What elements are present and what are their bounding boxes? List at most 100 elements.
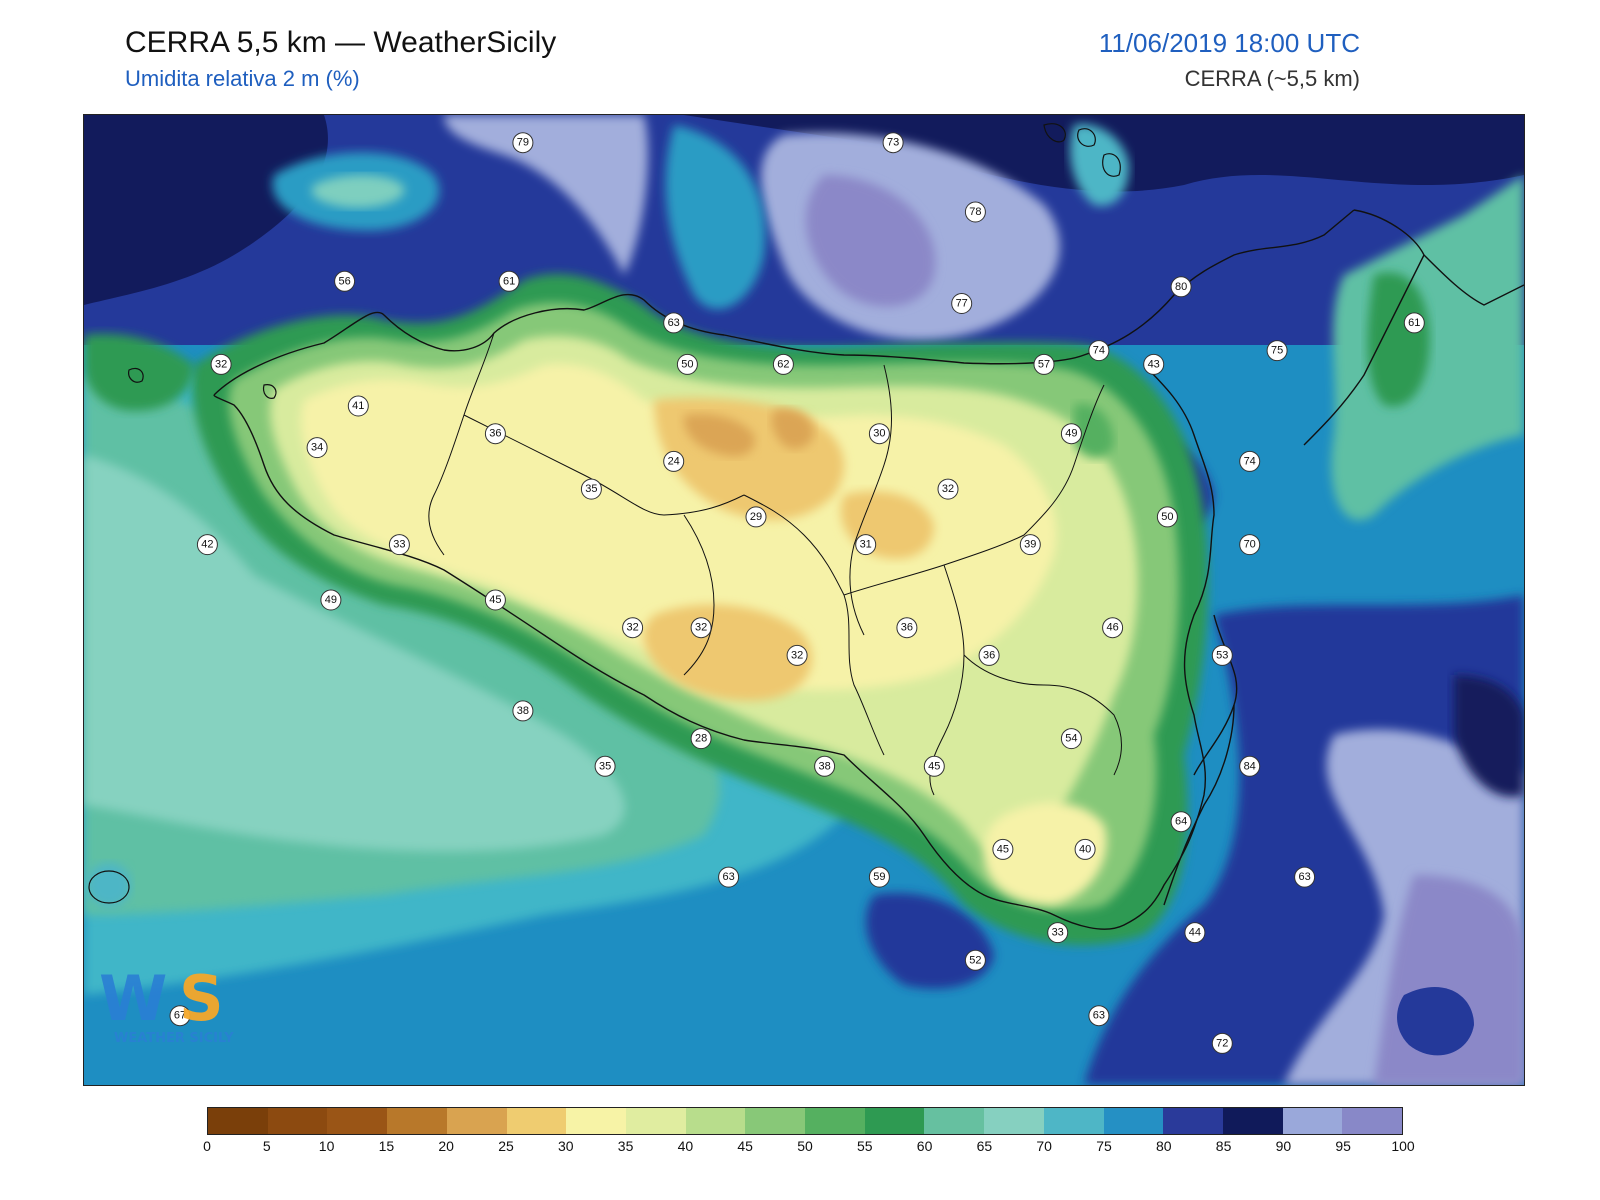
station-value: 40	[1079, 843, 1091, 855]
station-labels: 79 73 78 80 61 56 61 63 77 74 75 32 50 62 57 43 41 36 30 49…	[169, 132, 1425, 1054]
station-marker: 36	[484, 423, 506, 445]
station-value: 84	[1244, 760, 1256, 772]
colorbar-tick-label: 20	[438, 1138, 454, 1154]
station-value: 75	[1271, 345, 1283, 357]
station-circle	[1170, 811, 1192, 833]
station-value: 36	[489, 428, 501, 440]
station-marker: 33	[1047, 922, 1069, 944]
station-marker: 38	[814, 755, 836, 777]
station-marker: 33	[388, 534, 410, 556]
colorbar-segment	[1043, 1108, 1104, 1134]
colorbar-segment	[805, 1108, 865, 1134]
station-marker: 32	[690, 617, 712, 639]
colorbar-tick-label: 75	[1096, 1138, 1112, 1154]
station-value: 34	[311, 442, 323, 454]
map-datetime: 11/06/2019 18:00 UTC	[1098, 28, 1360, 58]
colorbar-segment	[1222, 1108, 1283, 1134]
station-marker: 63	[718, 866, 740, 888]
station-marker: 59	[868, 866, 890, 888]
station-circle	[690, 617, 712, 639]
station-marker: 74	[1239, 450, 1261, 472]
station-value: 38	[818, 760, 830, 772]
station-marker: 32	[210, 353, 232, 375]
station-value: 77	[956, 298, 968, 310]
station-circle	[1239, 450, 1261, 472]
station-circle	[882, 132, 904, 154]
station-circle	[1403, 312, 1425, 334]
station-circle	[484, 589, 506, 611]
station-marker: 32	[937, 478, 959, 500]
colorbar-tick-label: 65	[976, 1138, 993, 1154]
colorbar-tick-label: 15	[378, 1138, 395, 1154]
colorbar-ticks: 0 5 10 15 20 25 30 35 40 45 50 55 60 65 70 75 80 85 90 95 10…	[203, 1138, 1415, 1158]
colorbar-tick-label: 5	[262, 1138, 271, 1154]
station-value: 74	[1244, 455, 1256, 467]
colorbar-segment	[984, 1108, 1044, 1134]
station-circle	[992, 838, 1014, 860]
station-marker: 24	[663, 450, 685, 472]
station-marker: 45	[923, 755, 945, 777]
station-marker: 70	[1239, 534, 1261, 556]
map-subtitle: Umidita relativa 2 m (%)	[125, 66, 360, 91]
station-circle	[772, 353, 794, 375]
station-value: 35	[585, 483, 597, 495]
station-circle	[690, 728, 712, 750]
station-marker: 46	[1102, 617, 1124, 639]
station-value: 79	[517, 137, 529, 149]
colorbar-segment	[327, 1108, 388, 1134]
station-value: 35	[599, 760, 611, 772]
station-value: 78	[969, 206, 981, 218]
colorbar-segment	[1342, 1108, 1403, 1134]
station-value: 28	[695, 733, 707, 745]
station-value: 36	[901, 622, 913, 634]
station-marker: 72	[1211, 1032, 1233, 1054]
station-value: 63	[1298, 871, 1310, 883]
station-marker: 36	[896, 617, 918, 639]
colorbar-segment	[625, 1108, 686, 1134]
colorbar-segment	[506, 1108, 567, 1134]
station-marker: 78	[964, 201, 986, 223]
station-circle	[1294, 866, 1316, 888]
station-marker: 52	[964, 949, 986, 971]
colorbar-segment	[387, 1108, 447, 1134]
station-circle	[320, 589, 342, 611]
station-value: 38	[517, 705, 529, 717]
station-value: 42	[201, 539, 213, 551]
station-value: 32	[215, 358, 227, 370]
station-marker: 64	[1170, 811, 1192, 833]
station-marker: 45	[484, 589, 506, 611]
colorbar-tick-label: 45	[737, 1138, 753, 1154]
station-value: 54	[1065, 733, 1077, 745]
station-value: 61	[1408, 317, 1420, 329]
colorbar-segment	[1103, 1108, 1164, 1134]
station-value: 30	[873, 428, 885, 440]
colorbar	[207, 1107, 1403, 1135]
station-marker: 43	[1143, 353, 1165, 375]
station-value: 49	[325, 594, 337, 606]
humidity-map: 79 73 78 80 61 56 61 63 77 74 75 32 50 62 57 43 41 36 30 49…	[83, 114, 1525, 1086]
station-circle	[868, 866, 890, 888]
colorbar-tick-label: 90	[1275, 1138, 1292, 1154]
station-circle	[1088, 340, 1110, 362]
station-circle	[1019, 534, 1041, 556]
station-circle	[622, 617, 644, 639]
station-value: 50	[1161, 511, 1173, 523]
station-marker: 45	[992, 838, 1014, 860]
province-borders	[428, 332, 1122, 796]
station-marker: 30	[868, 423, 890, 445]
station-value: 64	[1175, 816, 1187, 828]
station-circle	[1060, 728, 1082, 750]
station-value: 45	[489, 594, 501, 606]
station-marker: 53	[1211, 644, 1233, 666]
colorbar-tick-label: 35	[617, 1138, 634, 1154]
station-marker: 41	[347, 395, 369, 417]
colorbar-tick-label: 60	[916, 1138, 933, 1154]
colorbar-tick-label: 95	[1335, 1138, 1351, 1154]
humidity-field-svg: 79 73 78 80 61 56 61 63 77 74 75 32 50 62 57 43 41 36 30 49…	[84, 115, 1524, 1085]
humidity-field	[84, 115, 1524, 1085]
station-value: 61	[503, 275, 515, 287]
logo-s: S	[179, 962, 224, 1035]
colorbar-tick-label: 25	[498, 1138, 514, 1154]
station-circle	[498, 270, 520, 292]
station-value: 41	[352, 400, 364, 412]
